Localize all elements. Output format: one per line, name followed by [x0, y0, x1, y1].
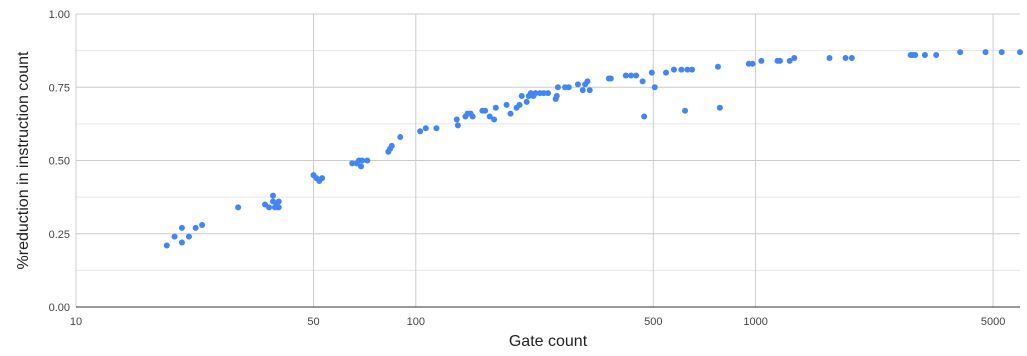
data-point: [586, 87, 593, 94]
data-point: [235, 204, 242, 211]
data-point: [358, 163, 365, 170]
data-point: [171, 233, 178, 240]
data-point: [185, 233, 192, 240]
data-point: [921, 52, 928, 59]
data-point: [786, 57, 793, 64]
data-point: [933, 52, 940, 59]
data-point: [714, 63, 721, 70]
data-point: [912, 52, 919, 59]
data-point: [540, 90, 547, 97]
x-axis-ticks: 10 50 100 500 1000 5000: [70, 316, 1005, 328]
data-point: [628, 72, 635, 79]
data-point: [1017, 49, 1023, 56]
data-point: [503, 101, 510, 108]
y-tick-label: 1.00: [49, 9, 70, 21]
data-point: [433, 125, 440, 132]
data-point: [791, 54, 798, 61]
data-point: [749, 60, 756, 67]
data-point: [670, 66, 677, 73]
data-point: [584, 78, 591, 85]
data-point: [639, 78, 646, 85]
data-point: [192, 224, 199, 231]
data-point: [454, 122, 461, 129]
data-point: [565, 84, 572, 91]
data-point: [507, 110, 514, 117]
y-axis-title: %reduction in instruction count: [15, 51, 32, 269]
data-point: [848, 54, 855, 61]
y-axis-ticks: 0.00 0.25 0.50 0.75 1.00: [49, 9, 70, 314]
data-point: [622, 72, 629, 79]
data-point: [266, 204, 273, 211]
x-tick-label: 5000: [981, 316, 1005, 328]
data-point: [516, 101, 523, 108]
data-point: [349, 160, 356, 167]
data-point: [417, 128, 424, 135]
data-point: [492, 104, 499, 111]
data-point: [663, 69, 670, 76]
x-tick-label: 10: [70, 316, 82, 328]
data-point: [469, 113, 476, 120]
x-tick-label: 1000: [743, 316, 767, 328]
data-point: [482, 107, 489, 114]
data-point: [998, 49, 1005, 56]
data-point: [491, 116, 498, 123]
data-point: [359, 157, 366, 164]
grid-lines: [75, 13, 1020, 307]
data-point: [553, 93, 560, 100]
data-point: [579, 87, 586, 94]
data-point: [641, 113, 648, 120]
data-point: [532, 90, 539, 97]
data-point: [982, 49, 989, 56]
data-point: [388, 142, 395, 149]
data-point: [486, 113, 493, 120]
data-point: [716, 104, 723, 111]
data-point: [270, 192, 277, 199]
data-point: [777, 57, 784, 64]
data-point: [842, 54, 849, 61]
data-points: [163, 49, 1023, 249]
y-tick-label: 0.50: [49, 156, 70, 168]
y-tick-label: 0.25: [49, 229, 70, 241]
data-point: [758, 57, 765, 64]
y-tick-label: 0.00: [49, 302, 70, 314]
data-point: [545, 90, 552, 97]
x-tick-label: 500: [644, 316, 662, 328]
data-point: [651, 84, 658, 91]
data-point: [453, 116, 460, 123]
data-point: [607, 75, 614, 82]
data-point: [178, 224, 185, 231]
data-point: [422, 125, 429, 132]
data-point: [648, 69, 655, 76]
data-point: [684, 66, 691, 73]
data-point: [826, 54, 833, 61]
x-tick-label: 50: [307, 316, 319, 328]
data-point: [178, 239, 185, 246]
data-point: [633, 72, 640, 79]
data-point: [678, 66, 685, 73]
data-point: [689, 66, 696, 73]
data-point: [523, 98, 530, 105]
data-point: [574, 81, 581, 88]
data-point: [199, 221, 206, 228]
data-point: [364, 157, 371, 164]
data-point: [682, 107, 689, 114]
data-point: [319, 175, 326, 182]
x-tick-label: 100: [407, 316, 425, 328]
data-point: [275, 204, 282, 211]
y-tick-label: 0.75: [49, 82, 70, 94]
data-point: [397, 134, 404, 141]
data-point: [957, 49, 964, 56]
data-point: [518, 93, 525, 100]
data-point: [275, 198, 282, 205]
data-point: [163, 242, 170, 249]
x-axis-title: Gate count: [509, 333, 588, 350]
data-point: [554, 84, 561, 91]
